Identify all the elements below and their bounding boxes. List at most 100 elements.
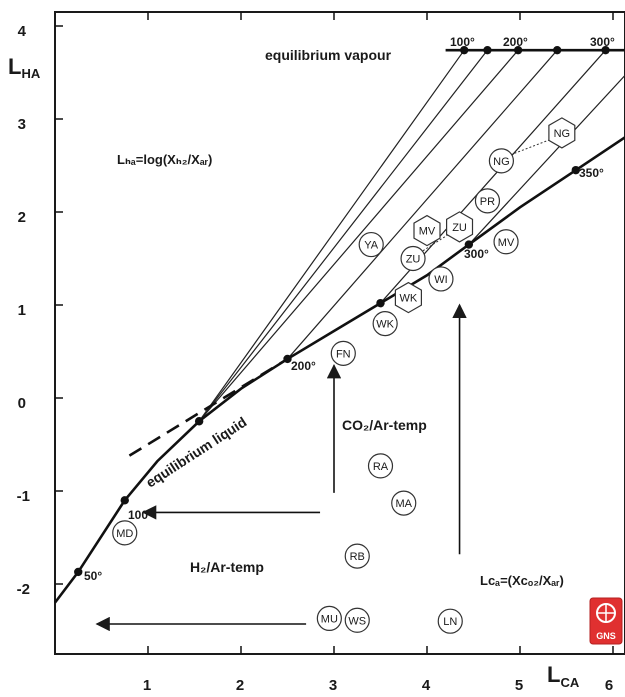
site-circle-shape (437, 608, 463, 634)
vapour-point (553, 45, 562, 55)
site-circle: PR (474, 188, 501, 214)
site-circle: RB (344, 543, 370, 569)
liquid-point (376, 298, 385, 308)
site-circle: WI (428, 266, 454, 292)
site-hexagon-shape (548, 117, 576, 149)
site-circle-shape (391, 490, 417, 516)
axis-ticks (55, 12, 614, 654)
site-label: YA (364, 240, 379, 252)
site-circle: WS (344, 607, 370, 633)
isotherm-line (198, 49, 488, 422)
site-circle: MU (316, 605, 342, 632)
site-circle-shape (400, 245, 426, 272)
liquid-temp-label: 50° (84, 569, 102, 583)
site-label: FN (336, 348, 351, 360)
site-circle-shape (344, 543, 370, 569)
vapour-point (483, 45, 492, 55)
site-label: WK (376, 319, 394, 331)
equilibrium-dashed-line (128, 357, 289, 457)
vapour-temp-label: 200° (503, 35, 528, 49)
liquid-point (283, 354, 292, 364)
site-label: ZU (452, 222, 467, 234)
ng-connector (506, 137, 556, 157)
site-hexagon: ZU (446, 211, 474, 243)
liquid-temp-label: 350° (579, 166, 604, 180)
y-tick-label: -1 (17, 488, 30, 505)
liquid-point (120, 496, 129, 505)
site-circle: MA (391, 490, 417, 516)
site-label: NG (554, 128, 571, 140)
site-circle-shape (428, 266, 454, 292)
liquid-point (571, 165, 580, 175)
site-label: WI (434, 274, 447, 286)
site-circle-shape (367, 453, 394, 479)
site-circle: LN (437, 608, 463, 634)
y-tick-label: 1 (18, 302, 26, 319)
site-label: WK (400, 293, 418, 305)
vapour-temp-label: 100° (450, 35, 475, 49)
svg-text:GNS: GNS (596, 631, 616, 641)
x-tick-label: 3 (329, 677, 337, 694)
site-hexagon-shape (394, 281, 422, 314)
site-label: MV (419, 226, 436, 238)
lca-definition: Lᴄₐ=(Xᴄₒ₂/Xₐᵣ) (480, 573, 564, 588)
site-circle: FN (330, 340, 356, 366)
liquid-point (464, 240, 474, 249)
site-label: MA (396, 498, 413, 510)
liquid-point (74, 567, 83, 577)
liquid-temp-label: 300° (464, 247, 489, 261)
site-hexagon: MV (413, 214, 441, 247)
gns-logo: GNS (589, 597, 623, 645)
site-circle-shape (112, 520, 138, 546)
site-circle-shape (488, 148, 514, 174)
isotherm-line (468, 74, 625, 245)
h2-ar-temp-label: H₂/Ar-temp (190, 559, 264, 575)
site-circle: RA (367, 453, 394, 479)
vapour-point (601, 45, 610, 55)
equilibrium-vapour-label: equilibrium vapour (265, 47, 392, 63)
isotherm-lines (198, 49, 625, 422)
y-axis-title: LHA (8, 54, 41, 81)
site-label: NG (493, 156, 510, 168)
liquid-point (194, 417, 204, 426)
site-circle-shape (474, 188, 501, 214)
site-label: LN (443, 616, 457, 628)
trend-arrows (95, 303, 467, 632)
site-hexagon: WK (394, 281, 422, 314)
y-tick-label: 0 (18, 395, 26, 412)
site-label: RA (373, 461, 389, 473)
site-circle-shape (358, 231, 384, 258)
vapour-point (513, 45, 523, 55)
plot-frame (54, 11, 625, 655)
site-label: MV (498, 237, 515, 249)
site-circle: WK (372, 311, 398, 337)
y-tick-label: 3 (18, 116, 26, 133)
liquid-temp-label: 200° (291, 359, 316, 373)
site-label: WS (348, 615, 366, 627)
liquid-temp-label: 100° (128, 508, 153, 522)
isotherm-line (198, 49, 465, 422)
site-label: ZU (406, 254, 421, 266)
sample-sites: MD YA FN WK WI ZU MV PR NG RA MA RB MU WS LN NG MV ZU WK (112, 117, 576, 634)
vapour-point (460, 45, 469, 55)
isotherm-line (198, 49, 519, 422)
site-circle-shape (493, 229, 519, 255)
site-hexagon: NG (548, 117, 576, 149)
site-label: PR (480, 196, 495, 208)
site-hexagon-shape (413, 214, 441, 247)
site-label: MU (321, 613, 338, 625)
x-tick-label: 6 (605, 677, 613, 694)
site-circle: MD (112, 520, 138, 546)
site-circle-shape (344, 607, 370, 633)
x-tick-label: 4 (422, 677, 431, 694)
site-circle: NG (488, 148, 514, 174)
co2-ar-temp-label: CO₂/Ar-temp (342, 417, 427, 433)
x-tick-label: 2 (236, 677, 244, 694)
site-label: MD (116, 528, 133, 540)
site-hexagon-shape (446, 211, 474, 243)
site-circle-shape (372, 311, 398, 337)
site-circle: MV (493, 229, 519, 255)
site-circle-shape (316, 605, 342, 632)
vapour-temp-label: 300° (590, 35, 615, 49)
